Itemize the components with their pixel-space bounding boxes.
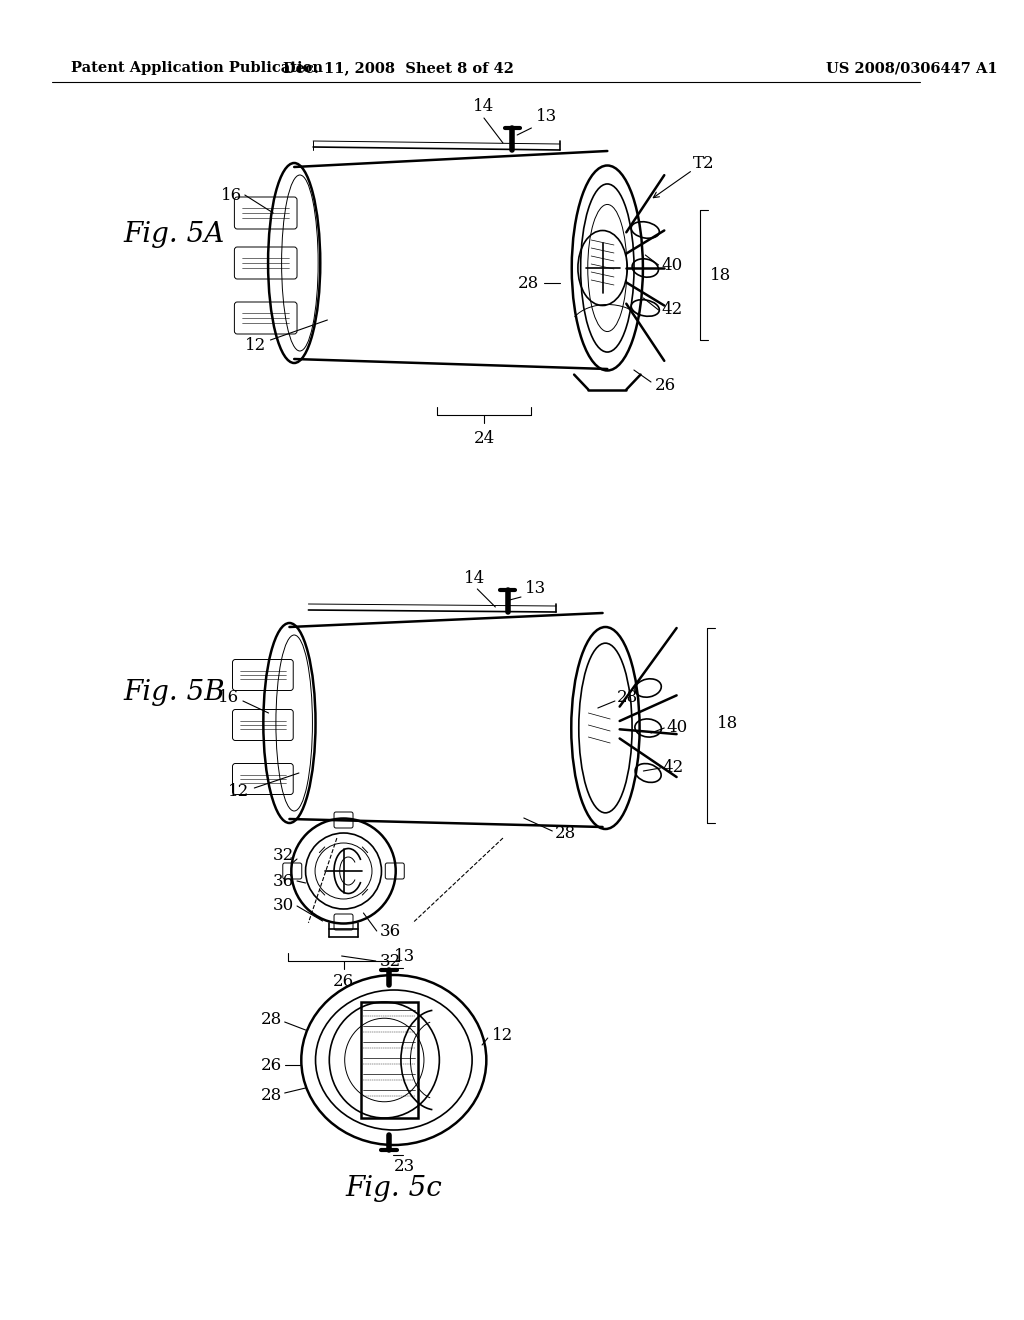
Text: 28: 28	[260, 1086, 282, 1104]
Text: 24: 24	[473, 430, 495, 447]
Text: US 2008/0306447 A1: US 2008/0306447 A1	[825, 61, 997, 75]
Text: 26: 26	[333, 973, 354, 990]
Text: 28: 28	[616, 689, 638, 706]
Text: Fig. 5c: Fig. 5c	[345, 1175, 442, 1203]
Text: 36: 36	[380, 923, 400, 940]
Text: T2: T2	[692, 154, 715, 172]
Text: 42: 42	[663, 759, 684, 776]
Text: 14: 14	[464, 570, 485, 587]
Text: 42: 42	[662, 301, 683, 318]
Text: 18: 18	[710, 267, 731, 284]
Text: 12: 12	[245, 337, 265, 354]
Text: Patent Application Publication: Patent Application Publication	[72, 61, 324, 75]
Text: 26: 26	[654, 376, 676, 393]
Text: 40: 40	[667, 719, 687, 737]
Text: 13: 13	[394, 948, 415, 965]
Text: 16: 16	[221, 186, 242, 203]
Text: Dec. 11, 2008  Sheet 8 of 42: Dec. 11, 2008 Sheet 8 of 42	[283, 61, 514, 75]
Text: 28: 28	[518, 275, 539, 292]
Text: 36: 36	[273, 873, 294, 890]
Text: 12: 12	[228, 783, 250, 800]
Text: 18: 18	[717, 714, 737, 731]
Text: 28: 28	[260, 1011, 282, 1028]
Text: 14: 14	[473, 98, 495, 115]
Text: 32: 32	[380, 953, 400, 969]
Text: Fig. 5B: Fig. 5B	[123, 680, 225, 706]
Text: 40: 40	[662, 256, 683, 273]
Text: 30: 30	[273, 898, 294, 915]
Text: Fig. 5A: Fig. 5A	[123, 222, 224, 248]
Text: 26: 26	[261, 1056, 282, 1073]
Text: 13: 13	[537, 108, 557, 125]
Text: 32: 32	[273, 847, 294, 865]
Text: 13: 13	[524, 579, 546, 597]
Text: 28: 28	[555, 825, 577, 842]
Text: 12: 12	[492, 1027, 513, 1044]
Text: 16: 16	[218, 689, 240, 706]
Text: 23: 23	[394, 1158, 415, 1175]
